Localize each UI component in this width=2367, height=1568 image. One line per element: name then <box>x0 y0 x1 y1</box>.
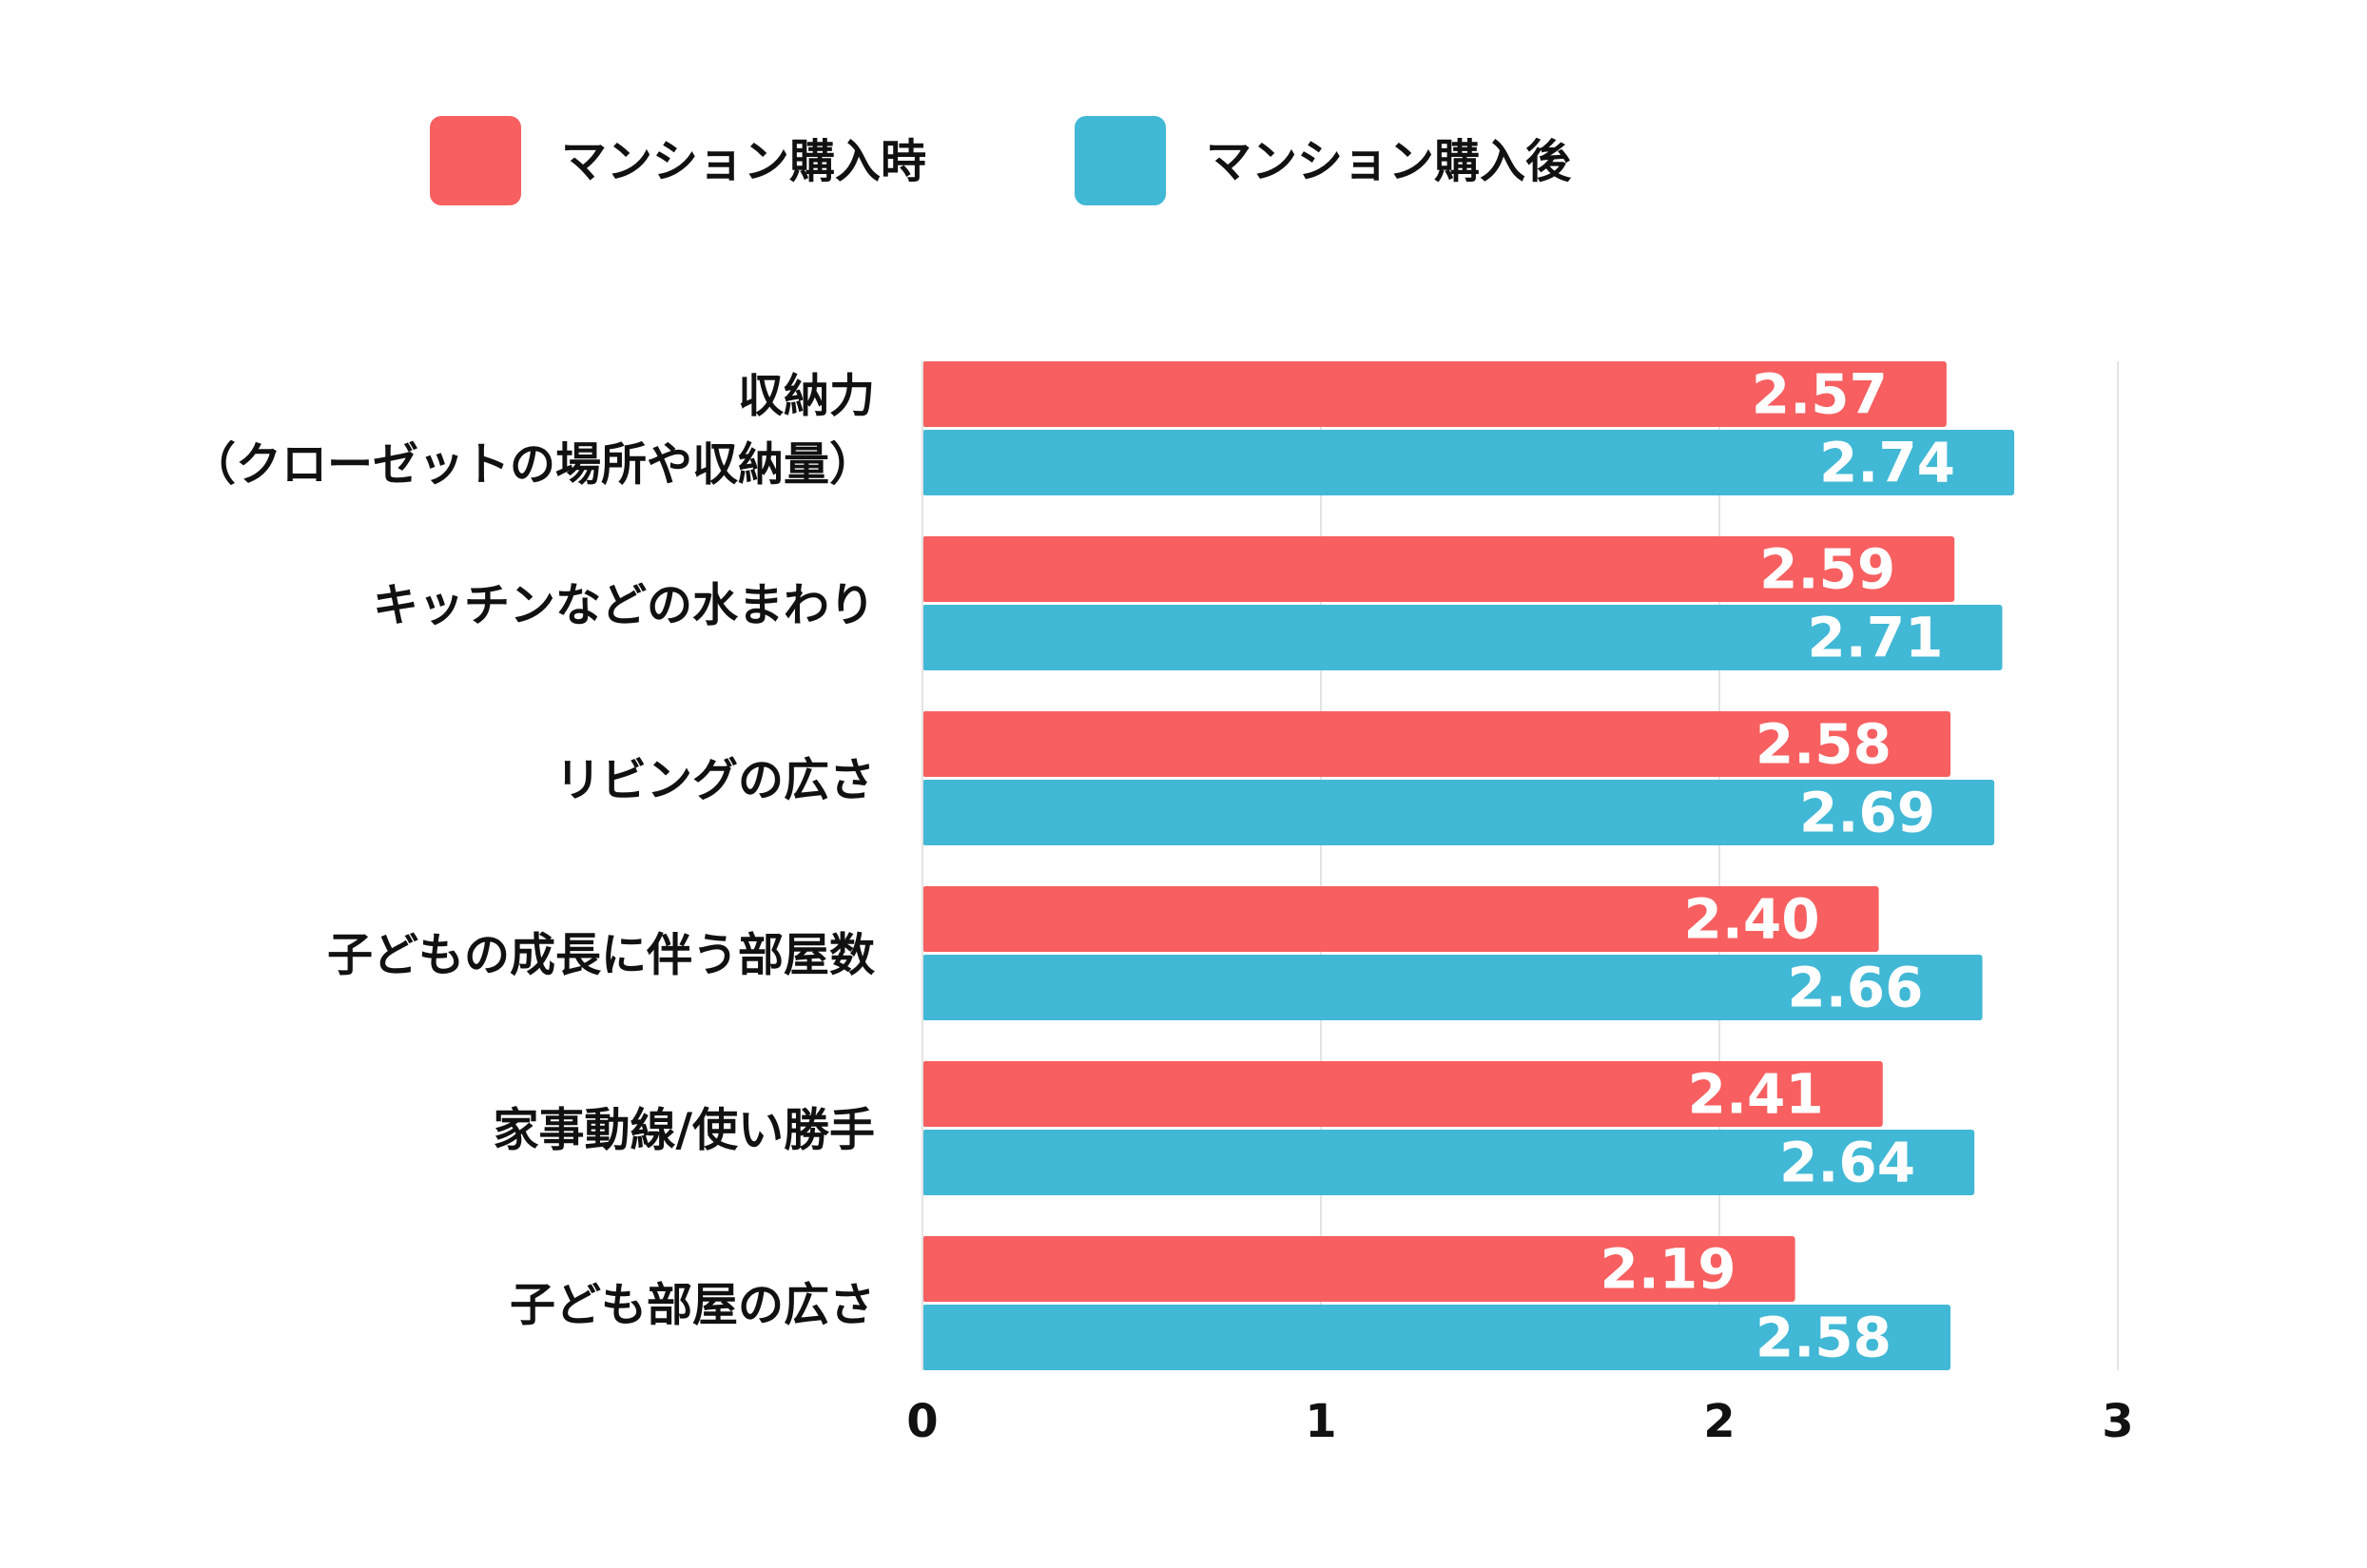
bar <box>922 605 2003 670</box>
bar <box>922 1061 1883 1127</box>
legend-swatch <box>430 116 521 205</box>
category-label: 子ども部屋の広さ <box>510 1279 875 1332</box>
bar <box>922 1305 1951 1370</box>
category-label: 収納力 <box>738 370 875 423</box>
bar <box>922 536 1955 602</box>
data-label: 2.59 <box>1759 537 1895 602</box>
legend-label: マンション購入後 <box>1206 135 1572 188</box>
bar <box>922 711 1951 777</box>
data-label: 2.57 <box>1752 362 1888 427</box>
data-label: 2.69 <box>1799 781 1935 845</box>
category-label: キッチンなどの水まわり <box>373 579 875 632</box>
data-label: 2.40 <box>1683 887 1819 952</box>
bar <box>922 430 2015 495</box>
bar <box>922 886 1879 952</box>
data-label: 2.64 <box>1779 1131 1915 1195</box>
x-tick-label: 2 <box>1703 1395 1735 1448</box>
bar <box>922 361 1947 427</box>
bar <box>922 1130 1975 1195</box>
bar <box>922 955 1983 1020</box>
data-label: 2.66 <box>1787 956 1923 1020</box>
data-label: 2.19 <box>1601 1237 1736 1302</box>
data-label: 2.74 <box>1819 431 1955 495</box>
x-tick-label: 3 <box>2102 1395 2133 1448</box>
category-label: 子どもの成長に伴う部屋数 <box>327 929 875 982</box>
category-label: 家事動線/使い勝手 <box>493 1104 875 1157</box>
data-label: 2.41 <box>1688 1062 1824 1127</box>
data-label: 2.58 <box>1756 1306 1892 1370</box>
legend-swatch <box>1075 116 1166 205</box>
category-label: （クローゼットの場所や収納量） <box>190 438 875 492</box>
x-tick-label: 0 <box>906 1395 938 1448</box>
legend-label: マンション購入時 <box>561 135 926 188</box>
bar <box>922 1236 1795 1302</box>
category-label: リビングの広さ <box>555 754 875 807</box>
data-label: 2.71 <box>1807 606 1943 670</box>
x-tick-label: 1 <box>1305 1395 1336 1448</box>
bar <box>922 780 1995 845</box>
data-label: 2.58 <box>1756 712 1892 777</box>
